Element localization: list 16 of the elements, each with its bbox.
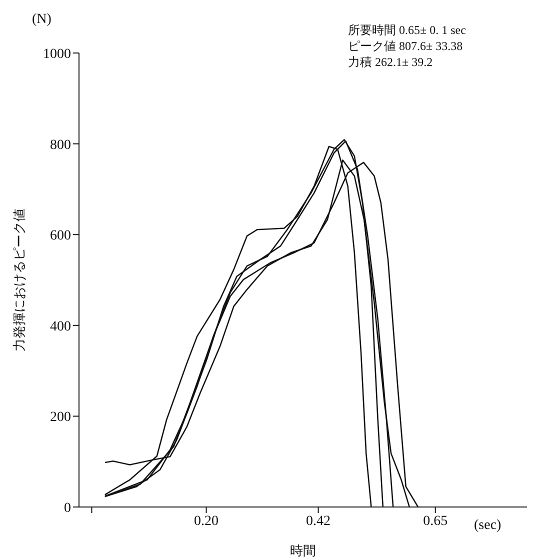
text: (sec) <box>474 518 502 534</box>
x-axis-title: 時間 <box>290 543 316 557</box>
x-tick-label: 0.20 <box>194 514 219 529</box>
x-tick-label: 0.65 <box>423 514 448 529</box>
y-tick-label: 800 <box>50 138 71 153</box>
y-tick-label: 1000 <box>43 46 71 62</box>
text: (N) <box>32 12 52 28</box>
y-axis-title: 力発揮におけるピーク値 <box>12 208 27 352</box>
text: 所要時間 0.65± 0. 1 sec <box>348 22 466 39</box>
annotation: 力積 262.1± 39.2 <box>348 54 433 71</box>
annotation: ピーク値 807.6± 33.38 <box>348 38 463 55</box>
x-tick-label: 0.42 <box>306 514 331 529</box>
y-tick-label: 400 <box>50 319 71 334</box>
y-tick-label: 200 <box>50 410 71 426</box>
y-tick-label: 600 <box>50 228 71 244</box>
y-tick-label: 0 <box>64 500 71 516</box>
